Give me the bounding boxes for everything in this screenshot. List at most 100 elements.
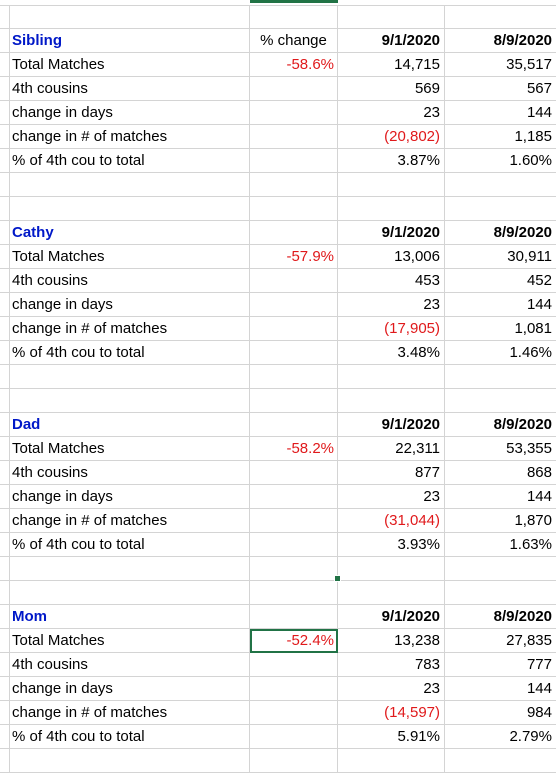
cell-empty[interactable]: [338, 749, 445, 773]
date1-value-cell[interactable]: 3.48%: [338, 341, 445, 365]
cell-empty[interactable]: [445, 557, 556, 581]
date2-value-cell[interactable]: 1.46%: [445, 341, 556, 365]
cell-empty[interactable]: [250, 269, 338, 293]
pct-change-value-cell[interactable]: -52.4%: [250, 629, 338, 653]
pct-change-value-cell[interactable]: -58.2%: [250, 437, 338, 461]
date2-header-cell[interactable]: 8/9/2020: [445, 221, 556, 245]
selection-fill-handle[interactable]: [334, 575, 341, 582]
cell-empty[interactable]: [250, 293, 338, 317]
date2-value-cell[interactable]: 1,081: [445, 317, 556, 341]
row-label-cell[interactable]: change in # of matches: [10, 317, 250, 341]
row-label-cell[interactable]: % of 4th cou to total: [10, 725, 250, 749]
row-label-cell[interactable]: Total Matches: [10, 437, 250, 461]
date2-value-cell[interactable]: 777: [445, 653, 556, 677]
date1-value-cell[interactable]: (31,044): [338, 509, 445, 533]
date1-header-cell[interactable]: 9/1/2020: [338, 29, 445, 53]
date1-value-cell[interactable]: 13,238: [338, 629, 445, 653]
date2-value-cell[interactable]: 1.60%: [445, 149, 556, 173]
row-label-cell[interactable]: change in # of matches: [10, 701, 250, 725]
pct-change-header-cell[interactable]: [250, 221, 338, 245]
row-label-cell[interactable]: change in # of matches: [10, 509, 250, 533]
cell-empty[interactable]: [250, 101, 338, 125]
date1-value-cell[interactable]: 5.91%: [338, 725, 445, 749]
date2-value-cell[interactable]: 2.79%: [445, 725, 556, 749]
cell-empty[interactable]: [250, 365, 338, 389]
cell-empty[interactable]: [445, 581, 556, 605]
date1-value-cell[interactable]: 23: [338, 293, 445, 317]
date1-value-cell[interactable]: 3.87%: [338, 149, 445, 173]
cell-empty[interactable]: [445, 173, 556, 197]
cell-empty[interactable]: [445, 197, 556, 221]
date1-value-cell[interactable]: 783: [338, 653, 445, 677]
cell-empty[interactable]: [338, 5, 445, 29]
cell-empty[interactable]: [250, 509, 338, 533]
cell-empty[interactable]: [250, 341, 338, 365]
cell-empty[interactable]: [250, 749, 338, 773]
cell-empty[interactable]: [10, 557, 250, 581]
cell-empty[interactable]: [250, 389, 338, 413]
person-name-cell[interactable]: Mom: [10, 605, 250, 629]
cell-empty[interactable]: [445, 5, 556, 29]
cell-empty[interactable]: [250, 149, 338, 173]
date1-header-cell[interactable]: 9/1/2020: [338, 413, 445, 437]
row-label-cell[interactable]: change in days: [10, 101, 250, 125]
cell-empty[interactable]: [250, 5, 338, 29]
cell-empty[interactable]: [250, 533, 338, 557]
row-label-cell[interactable]: change in days: [10, 485, 250, 509]
cell-empty[interactable]: [10, 365, 250, 389]
date2-value-cell[interactable]: 30,911: [445, 245, 556, 269]
row-label-cell[interactable]: % of 4th cou to total: [10, 533, 250, 557]
pct-change-header-cell[interactable]: [250, 413, 338, 437]
row-label-cell[interactable]: change in # of matches: [10, 125, 250, 149]
row-label-cell[interactable]: Total Matches: [10, 629, 250, 653]
row-label-cell[interactable]: % of 4th cou to total: [10, 341, 250, 365]
date1-value-cell[interactable]: (17,905): [338, 317, 445, 341]
date2-header-cell[interactable]: 8/9/2020: [445, 605, 556, 629]
person-name-cell[interactable]: Cathy: [10, 221, 250, 245]
cell-empty[interactable]: [445, 389, 556, 413]
cell-empty[interactable]: [250, 317, 338, 341]
date1-value-cell[interactable]: 22,311: [338, 437, 445, 461]
row-label-cell[interactable]: change in days: [10, 293, 250, 317]
date2-value-cell[interactable]: 27,835: [445, 629, 556, 653]
date2-value-cell[interactable]: 868: [445, 461, 556, 485]
date2-value-cell[interactable]: 144: [445, 677, 556, 701]
cell-empty[interactable]: [445, 365, 556, 389]
date2-value-cell[interactable]: 35,517: [445, 53, 556, 77]
date1-value-cell[interactable]: 13,006: [338, 245, 445, 269]
cell-empty[interactable]: [250, 125, 338, 149]
row-label-cell[interactable]: 4th cousins: [10, 269, 250, 293]
row-label-cell[interactable]: 4th cousins: [10, 461, 250, 485]
cell-empty[interactable]: [250, 581, 338, 605]
date2-value-cell[interactable]: 567: [445, 77, 556, 101]
cell-empty[interactable]: [10, 749, 250, 773]
cell-empty[interactable]: [338, 389, 445, 413]
date1-header-cell[interactable]: 9/1/2020: [338, 605, 445, 629]
date1-value-cell[interactable]: 877: [338, 461, 445, 485]
cell-empty[interactable]: [10, 581, 250, 605]
date1-value-cell[interactable]: 23: [338, 677, 445, 701]
cell-empty[interactable]: [338, 557, 445, 581]
row-label-cell[interactable]: change in days: [10, 677, 250, 701]
date2-value-cell[interactable]: 53,355: [445, 437, 556, 461]
date2-value-cell[interactable]: 144: [445, 485, 556, 509]
cell-empty[interactable]: [250, 173, 338, 197]
date2-value-cell[interactable]: 144: [445, 293, 556, 317]
cell-empty[interactable]: [445, 749, 556, 773]
date1-value-cell[interactable]: 3.93%: [338, 533, 445, 557]
person-name-cell[interactable]: Sibling: [10, 29, 250, 53]
date1-value-cell[interactable]: 23: [338, 101, 445, 125]
date1-value-cell[interactable]: (20,802): [338, 125, 445, 149]
row-label-cell[interactable]: % of 4th cou to total: [10, 149, 250, 173]
pct-change-value-cell[interactable]: -58.6%: [250, 53, 338, 77]
cell-empty[interactable]: [250, 701, 338, 725]
cell-empty[interactable]: [250, 197, 338, 221]
cell-empty[interactable]: [10, 389, 250, 413]
date2-header-cell[interactable]: 8/9/2020: [445, 413, 556, 437]
pct-change-header-cell[interactable]: % change: [250, 29, 338, 53]
row-label-cell[interactable]: Total Matches: [10, 245, 250, 269]
cell-empty[interactable]: [338, 197, 445, 221]
date1-value-cell[interactable]: (14,597): [338, 701, 445, 725]
cell-empty[interactable]: [250, 461, 338, 485]
